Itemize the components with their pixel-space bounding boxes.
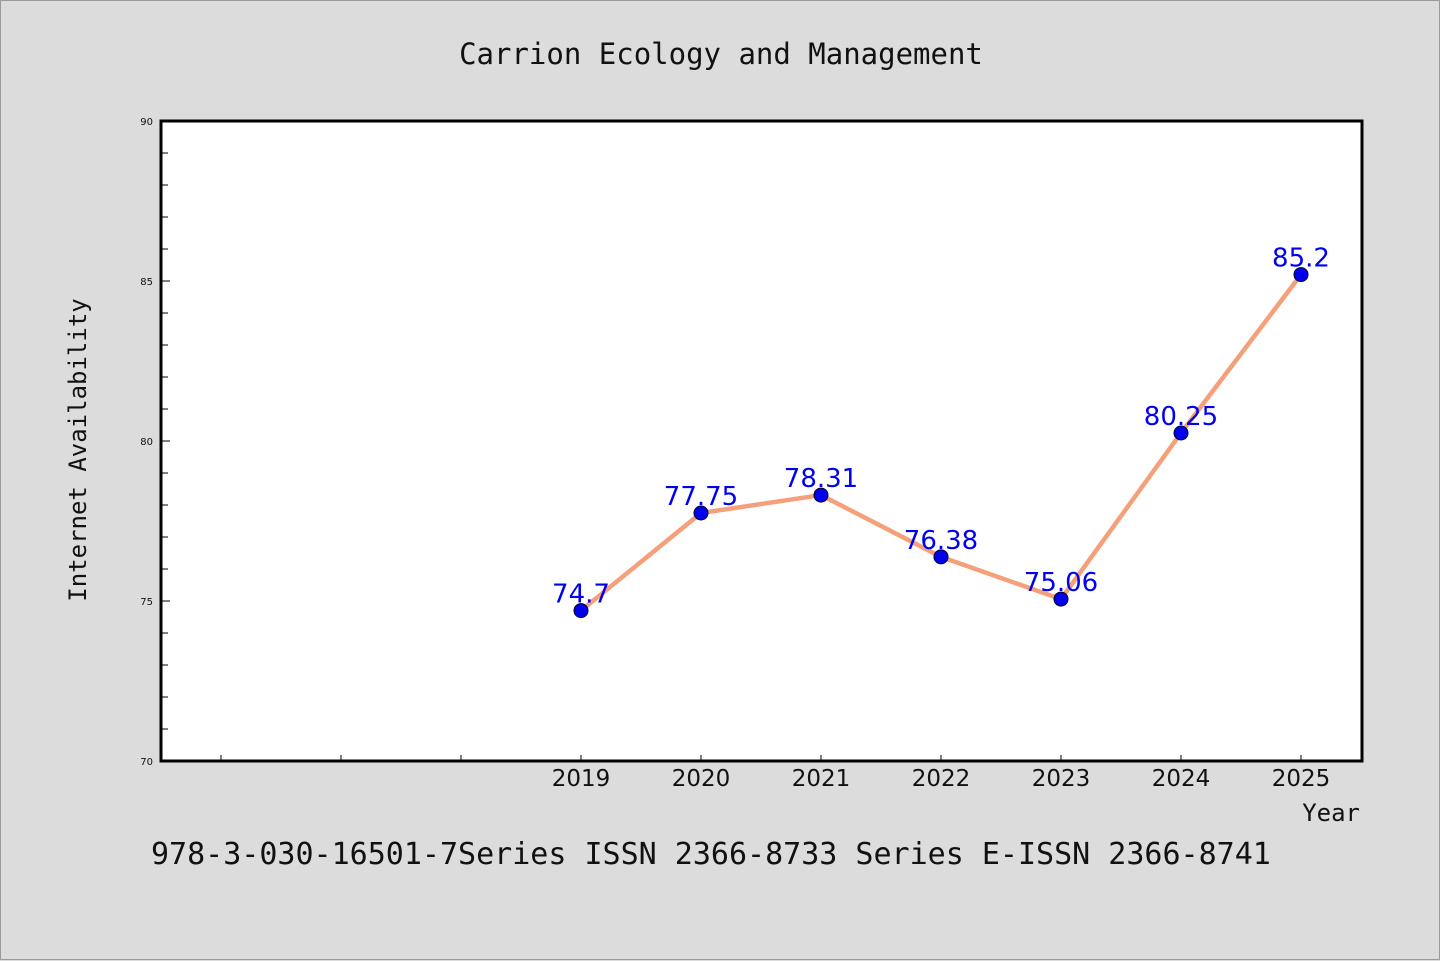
x-axis-label: Year (1302, 799, 1360, 827)
series-group: 74.7 77.75 78.31 76.38 75.06 80.25 85.2 (552, 244, 1330, 619)
data-point (573, 603, 589, 619)
x-tick-label: 2019 (552, 766, 611, 792)
data-point (1053, 591, 1069, 607)
y-tick-label: 90 (140, 117, 153, 128)
data-label: 74.7 (552, 580, 610, 610)
x-tick-label: 2020 (672, 766, 731, 792)
data-label: 76.38 (904, 526, 978, 556)
y-tick-label: 80 (140, 437, 153, 448)
x-tick-label: 2023 (1032, 766, 1091, 792)
chart-title: Carrion Ecology and Management (459, 37, 983, 71)
data-point (813, 487, 829, 503)
data-point (1293, 267, 1309, 283)
y-tick-label: 70 (140, 757, 153, 768)
data-point (693, 505, 709, 521)
y-axis-label: Internet Availability (64, 298, 92, 601)
data-label: 80.25 (1144, 402, 1218, 432)
isbn-footer: 978-3-030-16501-7Series ISSN 2366-8733 S… (151, 837, 1271, 872)
data-label: 77.75 (664, 482, 738, 512)
data-label: 75.06 (1024, 568, 1098, 598)
x-tick-label: 2024 (1152, 766, 1211, 792)
x-axis: 2019 2020 2021 2022 2023 2024 2025 (220, 755, 1331, 792)
x-tick-label: 2022 (912, 766, 971, 792)
data-point (1173, 425, 1189, 441)
x-tick-label: 2021 (792, 766, 851, 792)
y-axis: 70 75 80 85 90 (140, 117, 170, 768)
data-label: 85.2 (1272, 244, 1330, 274)
data-label: 78.31 (784, 464, 858, 494)
x-tick-label: 2025 (1272, 766, 1331, 792)
y-tick-label: 85 (140, 277, 153, 288)
plot-area (159, 119, 1364, 763)
y-tick-label: 75 (140, 597, 153, 608)
data-point (933, 549, 949, 565)
